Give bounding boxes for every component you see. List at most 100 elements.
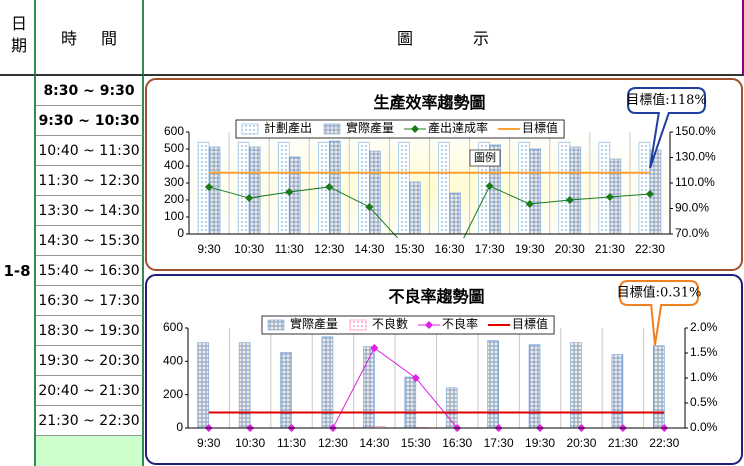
x-tick-label: 19:30 <box>515 242 545 256</box>
bar <box>404 376 417 429</box>
bar <box>208 146 221 235</box>
legend-swatch <box>241 123 259 135</box>
time-cell: 9:30 ~ 10:30 <box>36 106 144 136</box>
chart-title: 生產效率趨勢圖 <box>373 93 485 112</box>
x-tick-label: 14:30 <box>359 436 389 450</box>
bar <box>398 141 410 235</box>
y2-tick-label: 0.5% <box>690 395 718 409</box>
y-tick-label: 100 <box>164 209 184 223</box>
callout <box>619 280 699 346</box>
marker <box>325 182 334 191</box>
x-tick-label: 16:30 <box>442 436 472 450</box>
y2-tick-label: 130.0% <box>675 150 716 164</box>
x-tick-label: 15:30 <box>401 436 431 450</box>
header-date: 日期 <box>0 0 36 76</box>
bar <box>611 354 624 429</box>
legend-marker <box>425 321 434 329</box>
x-tick-label: 11:30 <box>277 436 306 450</box>
legend: 計劃產出 實際產量 產出達成率 目標值 <box>235 119 565 139</box>
y2-tick-label: 70.0% <box>675 226 709 240</box>
x-tick-label: 17:30 <box>484 436 514 450</box>
legend: 實際產量 不良數 不良率 目標值 <box>261 315 555 335</box>
x-tick-label: 11:30 <box>275 242 304 256</box>
legend-marker <box>411 125 420 133</box>
y2-tick-label: 0.0% <box>690 420 718 434</box>
marker <box>645 189 654 198</box>
marker <box>565 195 574 204</box>
bar <box>528 344 541 429</box>
y-tick-label: 0 <box>177 226 184 240</box>
marker <box>205 182 214 191</box>
time-cell: 21:30 ~ 22:30 <box>36 406 144 436</box>
bar <box>197 342 210 429</box>
x-tick-label: 19:30 <box>525 436 555 450</box>
bar <box>570 342 582 429</box>
legend-label: 實際產量 <box>346 120 394 135</box>
marker <box>245 194 254 203</box>
x-tick-label: 17:30 <box>475 242 505 256</box>
bar <box>652 345 665 429</box>
bar <box>569 146 582 235</box>
bar <box>487 340 499 429</box>
x-tick-label: 22:30 <box>635 242 665 256</box>
legend-label: 計劃產出 <box>264 120 312 135</box>
x-tick-label: 10:30 <box>235 436 265 450</box>
marker <box>605 193 614 202</box>
bar <box>558 141 571 235</box>
time-cell: 19:30 ~ 20:30 <box>36 346 144 376</box>
bar <box>321 336 334 429</box>
marker <box>285 188 294 197</box>
tooltip: 圖例 <box>469 149 501 167</box>
marker <box>370 344 379 352</box>
x-tick-label: 21:30 <box>608 436 638 450</box>
header-time: 時間 <box>36 0 144 76</box>
legend-swatch <box>349 319 367 331</box>
time-cell: 20:40 ~ 21:30 <box>36 376 144 406</box>
x-tick-label: 21:30 <box>595 242 625 256</box>
time-cell: 10:40 ~ 11:30 <box>36 136 144 166</box>
y-tick-label: 400 <box>164 158 184 172</box>
marker <box>365 202 374 211</box>
y-tick-label: 200 <box>164 192 184 206</box>
y2-tick-label: 90.0% <box>675 201 709 215</box>
bar <box>638 141 651 235</box>
annotation: 目標值:0.31% <box>617 285 702 301</box>
tooltip-text: 圖例 <box>474 150 496 164</box>
y-tick-label: 400 <box>163 354 183 368</box>
time-cell: 15:40 ~ 16:30 <box>36 256 144 286</box>
chart-title: 不良率趨勢圖 <box>388 287 484 306</box>
bar <box>288 156 301 235</box>
bar <box>409 181 421 235</box>
legend-label: 不良率 <box>442 316 478 331</box>
y2-tick-label: 1.5% <box>690 345 718 359</box>
x-tick-label: 15:30 <box>394 242 424 256</box>
legend-label: 不良數 <box>372 316 408 331</box>
legend-box <box>261 315 555 335</box>
y2-tick-label: 2.0% <box>690 320 718 334</box>
bar <box>369 150 381 235</box>
bar <box>598 141 611 235</box>
bar <box>280 352 292 429</box>
legend-label: 目標值 <box>512 316 548 331</box>
bar <box>518 141 531 235</box>
x-tick-label: 20:30 <box>566 436 596 450</box>
y-tick-label: 0 <box>176 420 183 434</box>
series-line <box>208 185 650 238</box>
y-tick-label: 600 <box>164 124 184 138</box>
x-tick-label: 10:30 <box>234 242 264 256</box>
bar <box>237 141 250 235</box>
empty-cell <box>36 436 144 466</box>
time-cell: 14:30 ~ 15:30 <box>36 226 144 256</box>
x-tick-label: 12:30 <box>318 436 348 450</box>
time-cell: 13:30 ~ 14:30 <box>36 196 144 226</box>
legend-swatch <box>267 319 285 331</box>
y-tick-label: 300 <box>164 175 184 189</box>
callout <box>627 87 706 169</box>
time-cell: 16:30 ~ 17:30 <box>36 286 144 316</box>
bar <box>529 148 542 235</box>
y-tick-label: 600 <box>163 320 183 334</box>
x-tick-label: 22:30 <box>649 436 679 450</box>
y2-tick-label: 150.0% <box>675 124 716 138</box>
